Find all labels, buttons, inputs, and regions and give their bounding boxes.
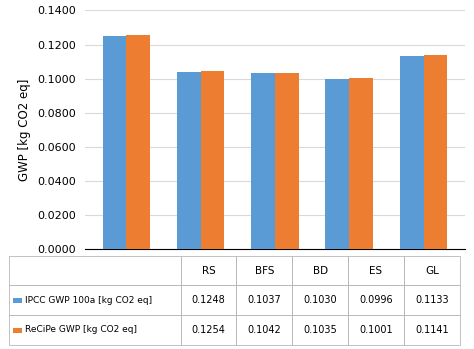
Bar xyxy=(349,79,373,249)
Bar xyxy=(423,54,447,249)
Text: 0.1037: 0.1037 xyxy=(247,295,281,305)
Text: BD: BD xyxy=(313,266,328,276)
Text: IPCC GWP 100a [kg CO2 eq]: IPCC GWP 100a [kg CO2 eq] xyxy=(25,296,152,305)
Bar xyxy=(127,35,150,249)
Bar xyxy=(177,72,201,249)
Text: 0.1248: 0.1248 xyxy=(191,295,226,305)
Text: 0.1030: 0.1030 xyxy=(303,295,337,305)
Bar xyxy=(275,73,299,249)
Text: 0.1133: 0.1133 xyxy=(415,295,449,305)
Text: 0.1254: 0.1254 xyxy=(191,325,226,335)
Text: BFS: BFS xyxy=(255,266,274,276)
Text: 0.1042: 0.1042 xyxy=(247,325,281,335)
Text: 0.1141: 0.1141 xyxy=(415,325,449,335)
Text: RS: RS xyxy=(201,266,215,276)
Text: GL: GL xyxy=(425,266,439,276)
Y-axis label: GWP [kg CO2 eq]: GWP [kg CO2 eq] xyxy=(18,79,31,181)
Bar xyxy=(326,79,349,249)
Text: ES: ES xyxy=(369,266,383,276)
Bar xyxy=(400,56,423,249)
Bar xyxy=(201,72,224,249)
Text: ReCiPe GWP [kg CO2 eq]: ReCiPe GWP [kg CO2 eq] xyxy=(25,326,137,334)
Text: 0.1001: 0.1001 xyxy=(359,325,393,335)
Text: 0.0996: 0.0996 xyxy=(359,295,393,305)
Bar xyxy=(251,73,275,249)
Text: 0.1035: 0.1035 xyxy=(303,325,337,335)
Bar xyxy=(102,36,127,249)
